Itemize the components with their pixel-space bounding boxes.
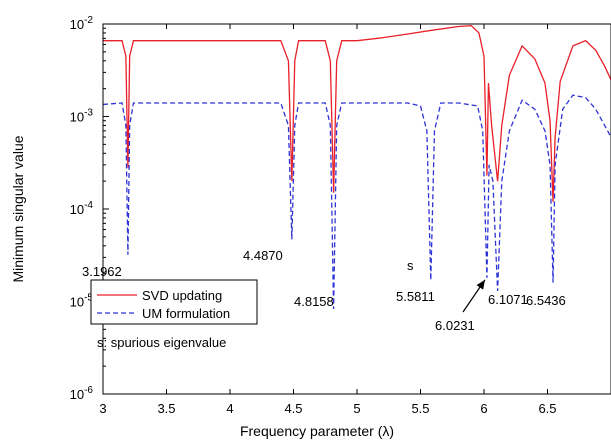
y-tick-label: 10-2 [70, 15, 94, 32]
eigenvalue-annotation: 4.4870 [243, 248, 283, 263]
legend-box [90, 279, 258, 325]
x-axis-label: Frequency parameter (λ) [240, 423, 394, 439]
y-tick-label: 10-3 [70, 108, 94, 125]
eigenvalue-annotation: 6.5436 [526, 293, 566, 308]
eigenvalue-annotation: 6.1071 [488, 292, 528, 307]
series-line-um-formulation [103, 94, 611, 310]
legend-label: UM formulation [142, 306, 230, 321]
eigenvalue-annotation: s [407, 258, 414, 273]
x-tick-label: 4 [226, 401, 233, 416]
ticks-layer: 3 3.5 4 4.5 5 5.5 6 6.5 10-6 10-5 10-4 10-3 10-2 [70, 15, 557, 416]
x-tick-label: 6.5 [538, 401, 556, 416]
eigenvalue-annotation: 5.5811 [396, 289, 435, 304]
series-layer [103, 24, 611, 310]
x-tick-label: 4.5 [284, 401, 302, 416]
eigenvalue-annotation: 6.0231 [435, 318, 475, 333]
arrow-head [476, 279, 485, 290]
x-tick-label: 5 [353, 401, 360, 416]
x-tick-label: 3 [99, 401, 106, 416]
eigenvalue-annotation: 4.8158 [294, 294, 334, 309]
series-line-svd-updating [103, 24, 611, 202]
legend: SVD updating UM formulation s: spurious ei… [90, 279, 258, 350]
y-tick-label: 10-4 [70, 200, 94, 217]
legend-note: s: spurious eigenvalue [97, 335, 226, 350]
eigenvalue-annotation: 3.1962 [82, 264, 122, 279]
y-tick-label: 10-6 [70, 385, 94, 402]
x-tick-label: 6 [480, 401, 487, 416]
y-axis-label: Minimum singular value [10, 135, 26, 282]
x-tick-label: 5.5 [411, 401, 429, 416]
legend-label: SVD updating [142, 288, 222, 303]
x-tick-label: 3.5 [157, 401, 175, 416]
y-tick-label: 10-5 [70, 293, 94, 310]
